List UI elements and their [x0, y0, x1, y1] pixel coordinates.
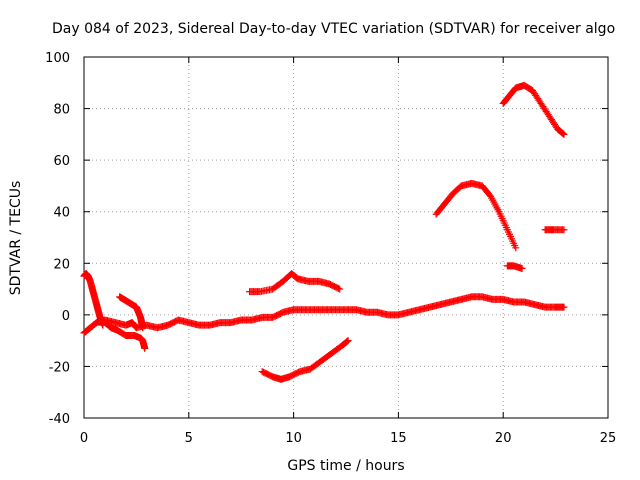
x-tick-label: 10: [285, 431, 302, 446]
x-tick-label: 0: [80, 431, 88, 446]
data-point: [518, 264, 526, 272]
y-axis-label: SDTVAR / TECUs: [8, 181, 24, 296]
series-big-arc: [432, 179, 520, 252]
x-tick-label: 15: [390, 431, 407, 446]
series-curl-up: [116, 293, 147, 332]
series-low-arc: [258, 337, 352, 383]
series-seg-33: [541, 226, 568, 234]
chart-title: Day 084 of 2023, Sidereal Day-to-day VTE…: [52, 21, 615, 37]
x-tick-label: 5: [185, 431, 193, 446]
data-point: [141, 344, 149, 352]
data-point: [558, 129, 566, 137]
x-axis-label: GPS time / hours: [287, 458, 404, 474]
data-point: [343, 337, 351, 345]
data-point: [139, 324, 147, 332]
series-mid-hump: [246, 270, 344, 296]
data-point: [336, 285, 344, 293]
data-point: [512, 244, 520, 252]
x-tick-label: 25: [600, 431, 617, 446]
grid: [84, 57, 608, 418]
series-main-band: [80, 293, 568, 337]
plot-frame: [83, 56, 609, 419]
y-tick-label: 100: [45, 51, 70, 66]
data-point: [560, 303, 568, 311]
data-point: [559, 130, 567, 138]
y-tick-label: 20: [53, 257, 70, 272]
y-tick-label: 0: [62, 309, 70, 324]
y-tick-label: -40: [49, 412, 70, 427]
y-tick-label: 40: [53, 206, 70, 221]
y-tick-label: 80: [53, 103, 70, 118]
data-point: [334, 284, 342, 292]
data-point: [560, 226, 568, 234]
data-point: [344, 337, 352, 345]
series-seg-19: [503, 262, 526, 272]
y-tick-label: 60: [53, 154, 70, 169]
series-top-arc: [499, 81, 568, 138]
x-tick-label: 20: [495, 431, 512, 446]
series-dip-loop: [101, 319, 149, 352]
data-point: [560, 130, 568, 138]
y-tick-label: -20: [49, 360, 70, 375]
series-start-spike: [80, 270, 107, 329]
axis-ticks: 0 5 10 15 20 25 -40 -20 0 20 40 60 80 100: [45, 51, 616, 446]
data-points: [80, 81, 568, 383]
data-point: [343, 338, 351, 346]
